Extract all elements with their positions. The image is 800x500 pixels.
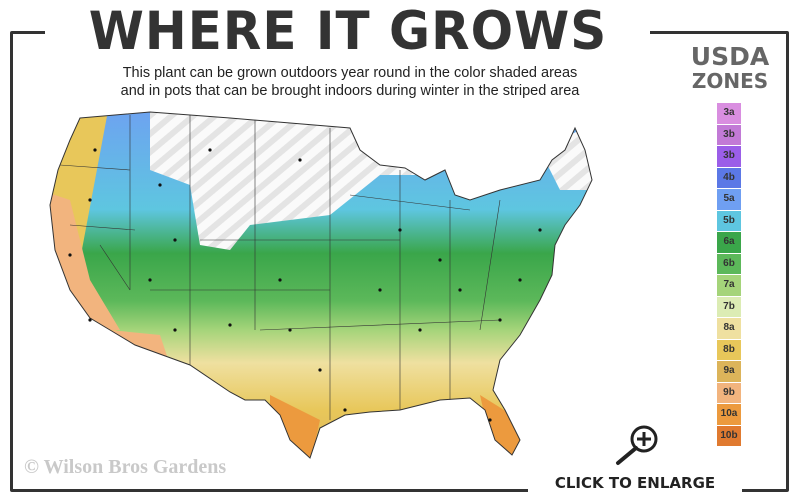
zone-swatch-5b: 5b xyxy=(717,210,741,231)
legend-title-line: USDA xyxy=(690,42,770,71)
zone-swatch-6a: 6a xyxy=(717,232,741,253)
us-outline xyxy=(49,111,593,459)
legend-title-line: ZONES xyxy=(691,69,769,93)
zone-swatch-10b: 10b xyxy=(717,425,741,446)
enlarge-label: CLICK TO ENLARGE xyxy=(554,474,716,492)
zone-swatch-9b: 9b xyxy=(717,382,741,403)
us-zone-map[interactable] xyxy=(40,100,600,465)
frame-gap xyxy=(45,25,650,37)
zone-swatch-8b: 8b xyxy=(717,339,741,360)
striped-area xyxy=(150,112,420,250)
zone-swatch-3a: 3a xyxy=(717,103,741,124)
zone-swatch-8a: 8a xyxy=(717,318,741,339)
zone-swatch-10a: 10a xyxy=(717,404,741,425)
click-to-enlarge-button[interactable]: CLICK TO ENLARGE xyxy=(530,420,740,495)
copyright-watermark: © Wilson Bros Gardens xyxy=(24,456,227,478)
zone-swatch-3b: 3b xyxy=(717,146,741,167)
magnifier-plus-icon xyxy=(616,425,658,465)
legend-title: USDA ZONES xyxy=(670,42,790,93)
zone-swatch-7a: 7a xyxy=(717,275,741,296)
state-borders xyxy=(59,115,501,420)
page-title: WHERE IT GROWS xyxy=(88,0,608,62)
subtitle-line: This plant can be grown outdoors year ro… xyxy=(122,65,578,81)
zone-swatch-3b: 3b xyxy=(717,124,741,145)
florida-zone xyxy=(480,395,525,458)
zone-legend: 3a 3b 3b 4b 5a 5b 6a 6b 7a 7b 8a 8b 9a 9b 10a 10b xyxy=(717,103,741,447)
zone-swatch-9a: 9a xyxy=(717,361,741,382)
subtitle-line: and in pots that can be brought indoors … xyxy=(120,83,580,99)
zone-swatch-5a: 5a xyxy=(717,189,741,210)
zone-swatch-6b: 6b xyxy=(717,253,741,274)
zone-swatch-7b: 7b xyxy=(717,296,741,317)
zone-swatch-4b: 4b xyxy=(717,167,741,188)
subtitle: This plant can be grown outdoors year ro… xyxy=(40,64,660,100)
city-dots xyxy=(68,148,542,422)
frame-gap xyxy=(528,480,742,492)
